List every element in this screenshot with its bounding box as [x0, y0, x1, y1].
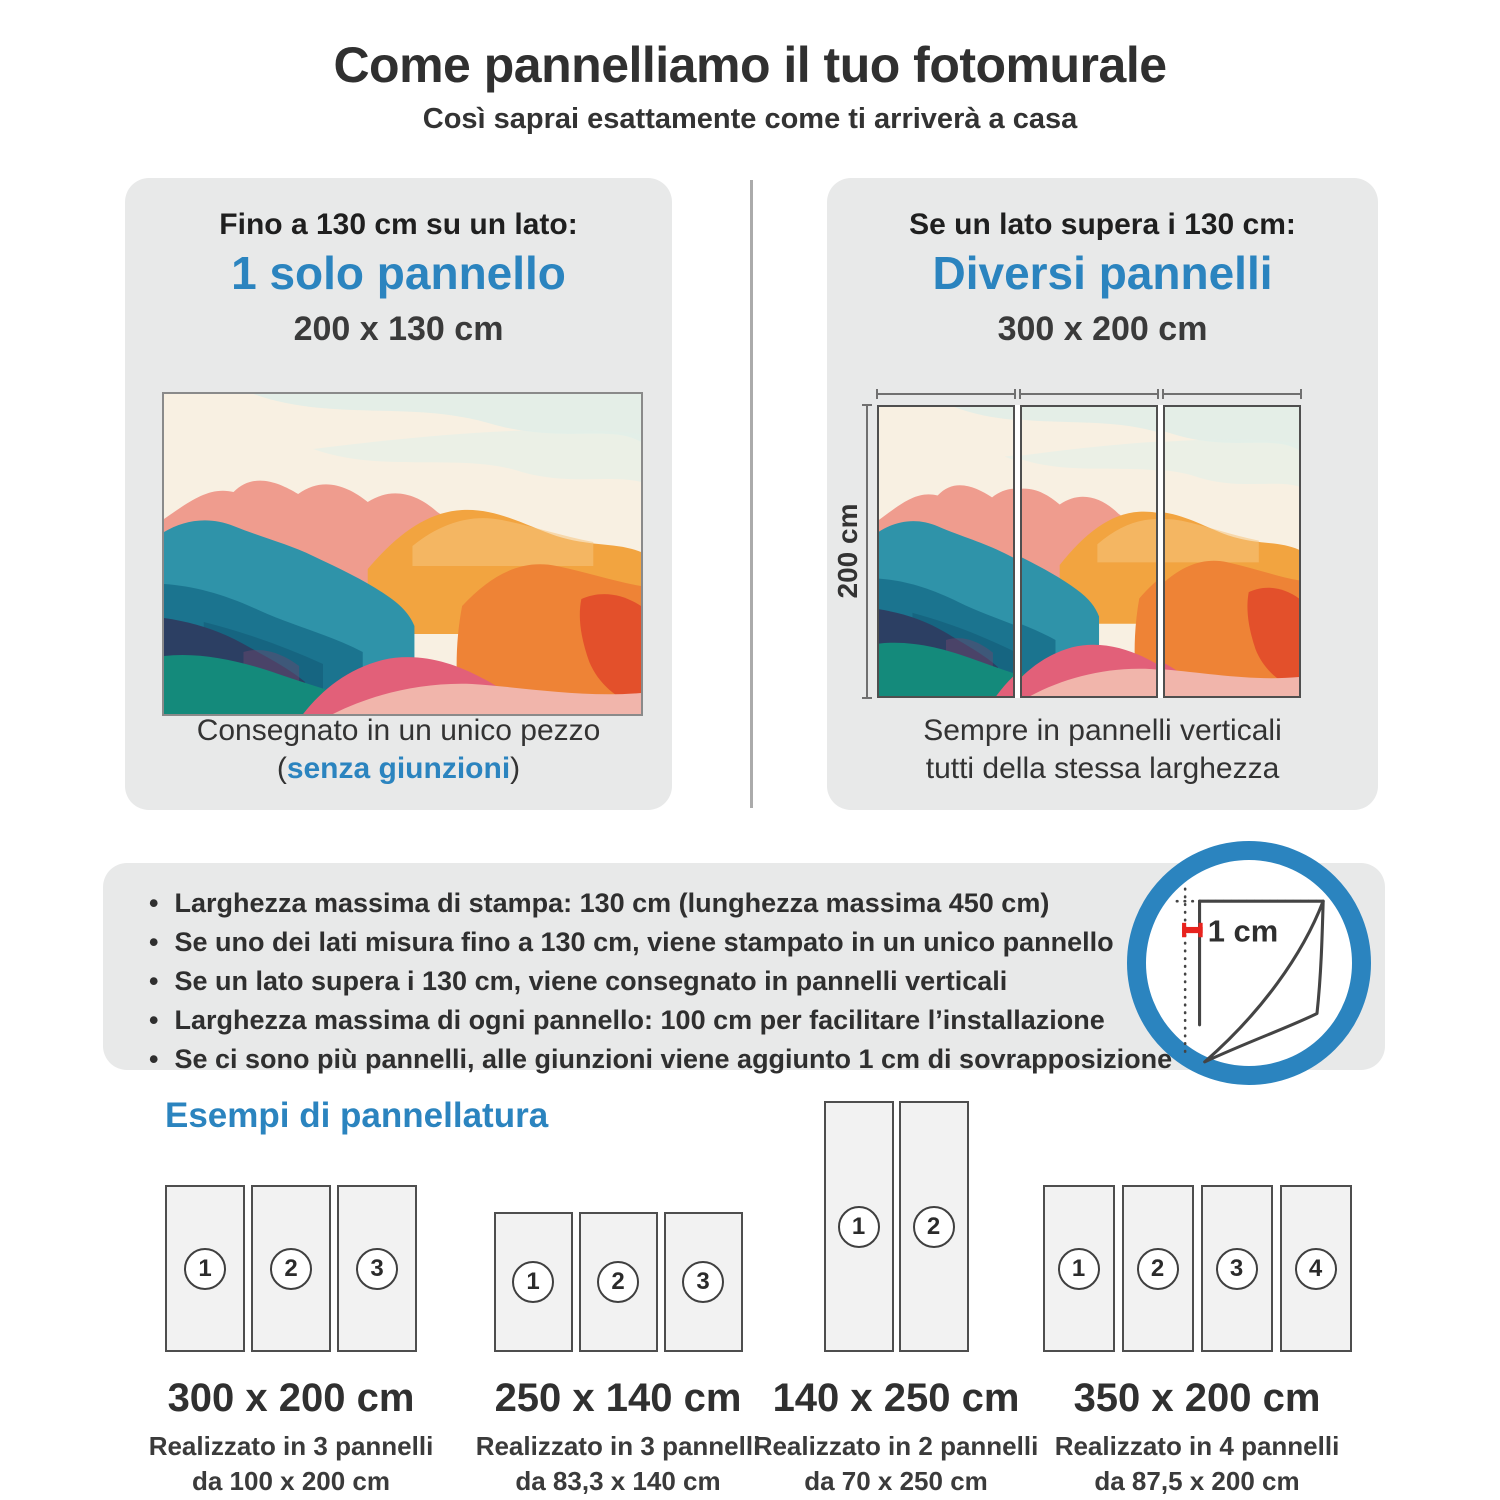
example-size: 350 x 200 cm	[1073, 1376, 1321, 1420]
mural-panel-1	[877, 405, 1015, 698]
example-panels: 1 2 3	[453, 1101, 783, 1352]
example-line2: da 83,3 x 140 cm	[515, 1466, 721, 1496]
watercolor-mural-image	[162, 392, 643, 716]
example-panel: 3	[337, 1185, 417, 1352]
multi-panel-size: 300 x 200 cm	[997, 310, 1208, 348]
caption-line1: Consegnato in un unico pezzo	[196, 714, 601, 747]
multi-panel-card: Se un lato supera i 130 cm: Diversi pann…	[827, 178, 1378, 810]
panel-number-badge: 2	[912, 1205, 955, 1248]
example-line2: da 70 x 250 cm	[804, 1466, 988, 1496]
multi-panel-condition: Se un lato supera i 130 cm:	[909, 208, 1296, 241]
single-panel-condition: Fino a 130 cm su un lato:	[219, 208, 578, 241]
info-bullet: Se un lato supera i 130 cm, viene conseg…	[149, 962, 1385, 1001]
panel-number-badge: 2	[270, 1247, 312, 1290]
no-seams-highlight: senza giunzioni	[286, 752, 511, 785]
example-line1: Realizzato in 2 pannelli	[753, 1431, 1039, 1461]
panel-number-badge: 1	[837, 1205, 880, 1248]
info-bullet: Se ci sono più pannelli, alle giunzioni …	[149, 1040, 1385, 1079]
panel-number-badge: 3	[682, 1261, 724, 1303]
example-panels: 1 2	[731, 1101, 1061, 1352]
mural-panel-3	[1163, 405, 1301, 698]
single-panel-caption: Consegnato in un unico pezzo (senza giun…	[196, 714, 601, 785]
example-panel: 3	[663, 1212, 743, 1352]
info-bullet-list: Larghezza massima di stampa: 130 cm (lun…	[103, 863, 1385, 1079]
example-350x200: 1 2 3 4 350 x 200 cm Realizzato in 4 pan…	[1032, 1101, 1362, 1499]
multi-panel-caption: Sempre in pannelli verticali tutti della…	[923, 714, 1282, 785]
example-panel: 4	[1279, 1185, 1352, 1352]
panel-number-badge: 1	[184, 1247, 226, 1290]
panel-number-badge: 1	[512, 1261, 554, 1303]
panel-number-badge: 1	[1057, 1247, 1100, 1290]
example-panel: 1	[493, 1212, 573, 1352]
example-panel: 1	[165, 1185, 245, 1352]
example-250x140: 1 2 3 250 x 140 cm Realizzato in 3 panne…	[453, 1101, 783, 1499]
single-panel-size: 200 x 130 cm	[293, 310, 504, 348]
info-bullet: Larghezza massima di ogni pannello: 100 …	[149, 1001, 1385, 1040]
panel-number-badge: 3	[356, 1247, 398, 1290]
overlap-badge: 1 cm	[1127, 841, 1371, 1085]
three-panel-mural-diagram	[877, 405, 1301, 698]
example-line1: Realizzato in 4 pannelli	[1054, 1431, 1340, 1461]
page-title: Come pannelliamo il tuo fotomurale	[333, 37, 1167, 93]
panel-number-badge: 4	[1294, 1247, 1337, 1290]
panel-number-badge: 2	[597, 1261, 639, 1303]
example-panel: 2	[578, 1212, 658, 1352]
example-panel: 1	[823, 1101, 894, 1352]
example-panel: 3	[1200, 1185, 1273, 1352]
example-line2: da 87,5 x 200 cm	[1094, 1466, 1300, 1496]
example-panel: 2	[251, 1185, 331, 1352]
info-bullet: Larghezza massima di stampa: 130 cm (lun…	[149, 884, 1385, 923]
example-panel: 2	[1121, 1185, 1194, 1352]
example-panels: 1 2 3	[126, 1101, 456, 1352]
multi-panel-headline: Diversi pannelli	[932, 247, 1273, 299]
example-size: 250 x 140 cm	[494, 1376, 742, 1420]
example-panels: 1 2 3 4	[1032, 1101, 1362, 1352]
panel-number-badge: 3	[1215, 1247, 1258, 1290]
example-panel: 2	[898, 1101, 969, 1352]
example-line1: Realizzato in 3 pannelli	[475, 1431, 761, 1461]
page-curl-icon: 1 cm	[1175, 887, 1325, 1064]
info-bullet: Se uno dei lati misura fino a 130 cm, vi…	[149, 923, 1385, 962]
example-line2: da 100 x 200 cm	[191, 1466, 391, 1496]
example-140x250: 1 2 140 x 250 cm Realizzato in 2 pannell…	[731, 1101, 1061, 1499]
example-line1: Realizzato in 3 pannelli	[148, 1431, 434, 1461]
examples-heading: Esempi di pannellatura	[165, 1096, 549, 1135]
single-panel-headline: 1 solo pannello	[231, 247, 566, 299]
panel-height-label: 200 cm	[832, 503, 863, 599]
example-300x200: 1 2 3 300 x 200 cm Realizzato in 3 panne…	[126, 1101, 456, 1499]
example-size: 140 x 250 cm	[772, 1376, 1020, 1420]
mural-panel-2	[1020, 405, 1158, 698]
single-panel-card: Fino a 130 cm su un lato: 1 solo pannell…	[125, 178, 672, 810]
overlap-measure-label: 1 cm	[1208, 913, 1278, 948]
panel-number-badge: 2	[1136, 1247, 1179, 1290]
example-panel: 1	[1042, 1185, 1115, 1352]
example-size: 300 x 200 cm	[167, 1376, 415, 1420]
cards-divider	[750, 180, 753, 808]
page-subtitle: Così saprai esattamente come ti arriverà…	[422, 103, 1078, 135]
